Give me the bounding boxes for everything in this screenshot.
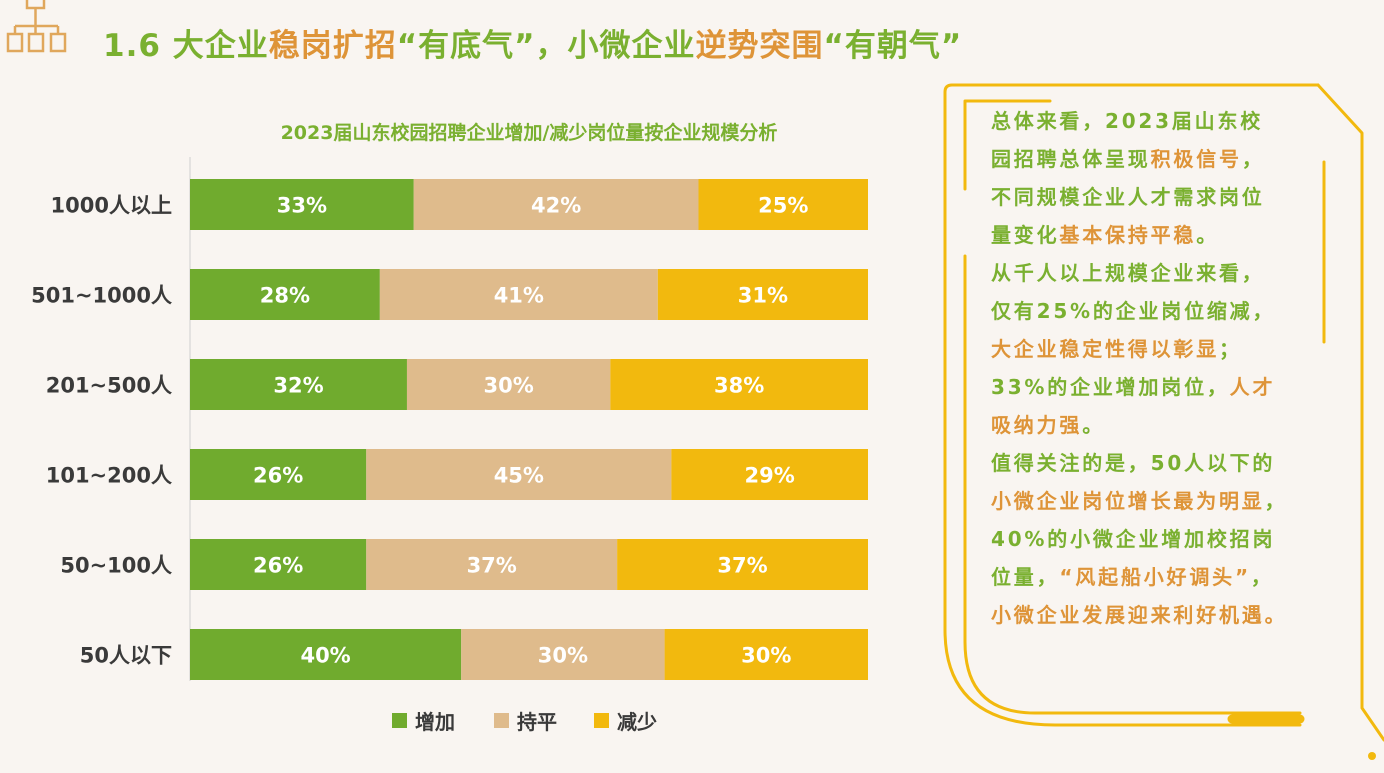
bar-segment <box>190 269 380 320</box>
summary-segment: 小微企业岗位增长最为明显 <box>991 489 1265 513</box>
bar-segment <box>610 359 868 410</box>
y-tick-label: 201~500人 <box>46 374 172 398</box>
bar-segment <box>366 539 618 590</box>
summary-line: 吸纳力强。 <box>991 406 1331 444</box>
bar-segment <box>190 359 407 410</box>
summary-segment: 不同规模企业人才需求岗位 <box>991 185 1265 209</box>
data-label: 45% <box>494 464 544 488</box>
summary-line: 不同规模企业人才需求岗位 <box>991 178 1331 216</box>
summary-line: 总体来看，2023届山东校 <box>991 102 1331 140</box>
bar-segment <box>698 179 868 230</box>
y-tick-label: 50人以下 <box>80 644 172 668</box>
bar-segment <box>190 179 414 230</box>
y-tick-label: 50~100人 <box>60 554 172 578</box>
summary-segment: 积极信号 <box>1150 147 1242 171</box>
org-chart-icon <box>6 0 67 53</box>
title-seg: 逆势突围 <box>695 28 824 64</box>
legend-label: 持平 <box>517 710 557 734</box>
summary-segment: 大企业稳定性得以彰显 <box>991 337 1219 361</box>
bar-segment <box>366 449 672 500</box>
summary-segment: 。 <box>1082 413 1106 437</box>
summary-segment: ； <box>1219 337 1242 361</box>
data-label: 37% <box>467 554 517 578</box>
title-seg: “有底气”，小微企业 <box>396 28 696 64</box>
bar-segment <box>664 629 868 680</box>
summary-segment: 基本保持平稳 <box>1059 223 1197 247</box>
summary-segment: 。 <box>1196 223 1220 247</box>
summary-segment: ， <box>1250 565 1274 589</box>
data-label: 38% <box>714 374 764 398</box>
legend-swatch <box>594 713 609 728</box>
summary-segment: 40%的小微企业增加校招岗 <box>991 527 1276 551</box>
summary-line: 33%的企业增加岗位，人才 <box>991 368 1331 406</box>
summary-line: 园招聘总体呈现积极信号， <box>991 140 1331 178</box>
summary-segment: 总体来看，2023届山东校 <box>991 109 1264 133</box>
data-label: 26% <box>253 554 303 578</box>
summary-segment: 吸纳力强 <box>991 413 1083 437</box>
bar-segment <box>190 539 367 590</box>
chart-title: 2023届山东校园招聘企业增加/减少岗位量按企业规模分析 <box>281 121 778 144</box>
data-label: 28% <box>260 284 310 308</box>
bar-segment <box>617 539 868 590</box>
bar-segment <box>190 629 462 680</box>
stacked-bar-chart: 2023届山东校园招聘企业增加/减少岗位量按企业规模分析 1000人以上 33% 42… <box>31 121 868 734</box>
summary-line: 从千人以上规模企业来看， <box>991 254 1331 292</box>
legend-label: 减少 <box>617 710 657 734</box>
summary-segment: 仅有25%的企业岗位缩减， <box>991 299 1276 323</box>
summary-line: 小微企业发展迎来利好机遇。 <box>991 596 1331 634</box>
page-title: 1.6 大企业稳岗扩招“有底气”，小微企业逆势突围“有朝气” <box>103 20 962 65</box>
data-label: 31% <box>738 284 788 308</box>
data-label: 29% <box>745 464 795 488</box>
summary-text-panel: 总体来看，2023届山东校 园招聘总体呈现积极信号， 不同规模企业人才需求岗位 量变化… <box>991 102 1331 634</box>
bar-segment <box>461 629 665 680</box>
legend-label: 增加 <box>415 710 455 734</box>
bar-segment <box>406 359 611 410</box>
summary-segment: ， <box>1241 147 1265 171</box>
data-label: 30% <box>538 644 588 668</box>
summary-line: 40%的小微企业增加校招岗 <box>991 520 1331 558</box>
y-tick-label: 1000人以上 <box>51 194 172 218</box>
bar-segment <box>190 449 367 500</box>
data-label: 25% <box>758 194 808 218</box>
summary-line: 大企业稳定性得以彰显； <box>991 330 1331 368</box>
summary-segment: 值得关注的是，50人以下的 <box>991 451 1276 475</box>
summary-segment: 人才 <box>1229 375 1276 399</box>
title-seg: 稳岗扩招 <box>268 28 397 64</box>
summary-segment: 从千人以上规模企业来看， <box>991 261 1265 285</box>
data-label: 40% <box>300 644 350 668</box>
summary-line: 小微企业岗位增长最为明显， <box>991 482 1331 520</box>
data-label: 37% <box>717 554 767 578</box>
data-label: 32% <box>273 374 323 398</box>
y-tick-label: 501~1000人 <box>31 284 172 308</box>
bar-segment <box>413 179 699 230</box>
bar-segment <box>657 269 868 320</box>
legend-swatch <box>392 713 407 728</box>
bar-segment <box>671 449 868 500</box>
summary-line: 位量，“风起船小好调头”， <box>991 558 1331 596</box>
y-tick-label: 101~200人 <box>46 464 172 488</box>
data-label: 30% <box>741 644 791 668</box>
legend-swatch <box>494 713 509 728</box>
data-label: 41% <box>494 284 544 308</box>
title-seg: 1.6 大企业 <box>103 28 269 64</box>
data-label: 33% <box>277 194 327 218</box>
summary-line: 值得关注的是，50人以下的 <box>991 444 1331 482</box>
summary-segment: 园招聘总体呈现 <box>991 147 1151 171</box>
data-label: 30% <box>484 374 534 398</box>
data-label: 42% <box>531 194 581 218</box>
title-seg: “有朝气” <box>823 28 963 64</box>
data-label: 26% <box>253 464 303 488</box>
summary-segment: ， <box>1264 489 1288 513</box>
summary-line: 量变化基本保持平稳。 <box>991 216 1331 254</box>
summary-segment: 位量， <box>991 565 1060 589</box>
summary-segment: 小微企业发展迎来利好机遇。 <box>991 603 1288 627</box>
bar-segment <box>379 269 658 320</box>
summary-segment: 33%的企业增加岗位， <box>991 375 1230 399</box>
summary-segment: “风起船小好调头” <box>1059 565 1251 589</box>
summary-segment: 量变化 <box>991 223 1060 247</box>
summary-line: 仅有25%的企业岗位缩减， <box>991 292 1331 330</box>
